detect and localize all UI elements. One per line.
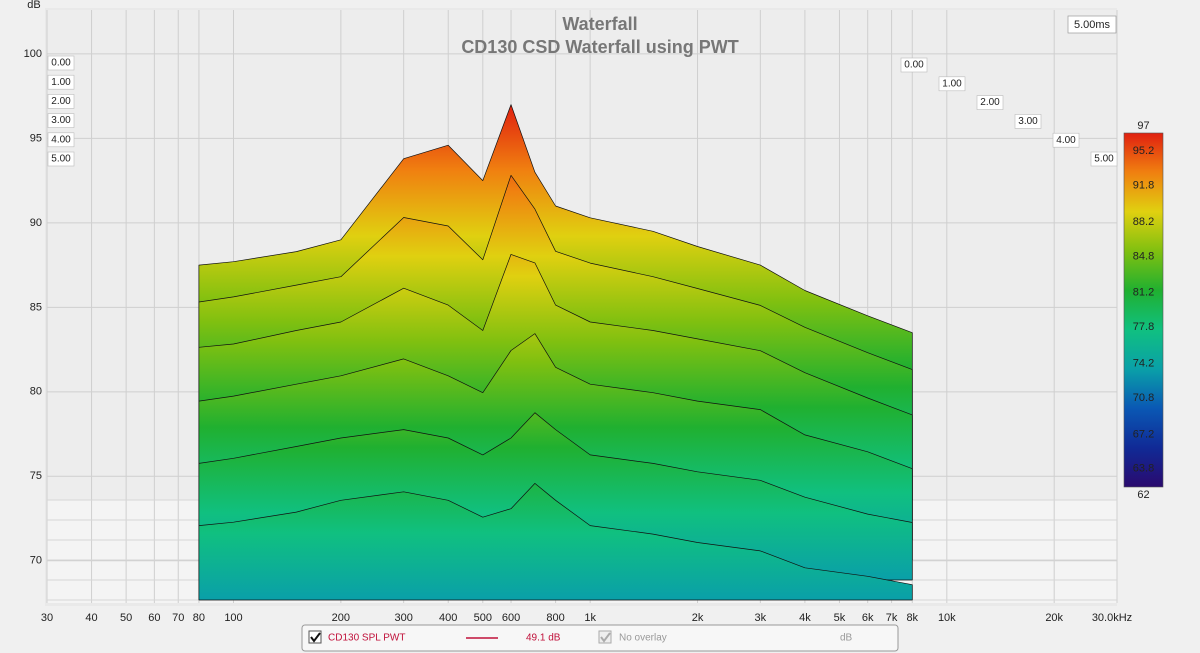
x-tick-label: 7k	[886, 612, 898, 624]
x-tick-label: 40	[85, 612, 97, 624]
legend-bar: CD130 SPL PWT 49.1 dB No overlay dB	[301, 624, 899, 652]
time-tick-label: 4.00	[51, 134, 71, 145]
time-label: 5.00ms	[1074, 19, 1111, 31]
chart-subtitle: CD130 CSD Waterfall using PWT	[461, 37, 738, 57]
waterfall-slice	[198, 483, 913, 601]
time-tick-box	[976, 95, 1004, 110]
time-tick-label: 4.00	[1056, 135, 1076, 146]
x-tick-label: 4k	[799, 612, 811, 624]
colorbar-tick-label: 88.2	[1133, 216, 1154, 228]
time-tick-label: 3.00	[51, 115, 71, 126]
x-tick-label: 10k	[938, 612, 956, 624]
colorbar-tick-label: 97	[1137, 120, 1149, 132]
colorbar-tick-label: 62	[1137, 489, 1149, 501]
x-tick-label: 2k	[692, 612, 704, 624]
colorbar-tick-label: 77.8	[1133, 321, 1154, 333]
x-tick-label: 80	[193, 612, 205, 624]
y-tick-label: 75	[30, 470, 42, 482]
legend-overlay: No overlay	[619, 633, 667, 644]
y-tick-label: 85	[30, 301, 42, 313]
x-tick-label: 1k	[584, 612, 596, 624]
time-tick-label: 3.00	[1018, 116, 1038, 127]
y-axis-label: dB	[27, 0, 40, 11]
x-tick-label: 300	[394, 612, 412, 624]
time-tick-label: 0.00	[904, 60, 924, 71]
x-tick-label: 100	[224, 612, 242, 624]
checkbox[interactable]	[308, 630, 322, 644]
colorbar-tick-label: 74.2	[1133, 358, 1154, 370]
time-tick-label: 5.00	[51, 154, 71, 165]
colorbar-tick-label: 95.2	[1133, 145, 1154, 157]
chart-title: Waterfall	[562, 14, 637, 34]
time-tick-label: 1.00	[51, 77, 71, 88]
x-tick-label: 6k	[862, 612, 874, 624]
y-tick-label: 90	[30, 217, 42, 229]
x-tick-label: 3k	[755, 612, 767, 624]
checkbox[interactable]	[598, 630, 612, 644]
y-tick-label: 80	[30, 386, 42, 398]
time-tick-box	[47, 94, 75, 109]
x-tick-label: 600	[502, 612, 520, 624]
time-tick-label: 2.00	[51, 96, 71, 107]
x-tick-label: 500	[474, 612, 492, 624]
time-tick-box	[47, 74, 75, 90]
legend-series-name: CD130 SPL PWT	[328, 633, 405, 644]
time-tick-box	[47, 55, 75, 71]
x-tick-label: 5k	[834, 612, 846, 624]
x-tick-label: 60	[148, 612, 160, 624]
time-tick-box	[47, 151, 75, 167]
legend-overlay-unit: dB	[840, 633, 853, 644]
y-tick-label: 95	[30, 132, 42, 144]
time-tick-box	[47, 132, 75, 148]
colorbar-tick-label: 81.2	[1133, 287, 1154, 299]
x-tick-label: 30.0kHz	[1092, 612, 1132, 624]
x-tick-label: 20k	[1045, 612, 1063, 624]
x-tick-label: 50	[120, 612, 132, 624]
colorbar-tick-label: 91.8	[1133, 180, 1154, 192]
x-tick-label: 800	[546, 612, 564, 624]
checkmark	[600, 632, 611, 643]
time-tick-label: 2.00	[980, 97, 1000, 108]
time-tick-box	[900, 57, 928, 73]
colorbar	[1123, 132, 1164, 488]
colorbar-tick-label: 67.2	[1133, 428, 1154, 440]
x-tick-label: 70	[172, 612, 184, 624]
time-tick-label: 1.00	[942, 78, 962, 89]
time-tick-box	[1052, 132, 1080, 148]
colorbar-tick-label: 63.8	[1133, 463, 1154, 475]
colorbar-tick-label: 70.8	[1133, 392, 1154, 404]
colorbar-tick-label: 84.8	[1133, 250, 1154, 262]
time-tick-label: 5.00	[1094, 154, 1114, 165]
time-tick-box	[938, 76, 966, 92]
x-tick-label: 8k	[906, 612, 918, 624]
legend-series-value: 49.1 dB	[526, 633, 561, 644]
x-tick-label: 30	[41, 612, 53, 624]
time-tick-box	[1014, 114, 1042, 129]
time-tick-box	[1090, 151, 1118, 167]
time-tick-label: 0.00	[51, 58, 71, 69]
time-box	[1067, 15, 1117, 34]
y-tick-label: 100	[24, 48, 42, 60]
y-tick-label: 70	[30, 555, 42, 567]
time-tick-box	[47, 113, 75, 128]
checkmark	[310, 632, 321, 643]
x-tick-label: 200	[332, 612, 350, 624]
x-tick-label: 400	[439, 612, 457, 624]
